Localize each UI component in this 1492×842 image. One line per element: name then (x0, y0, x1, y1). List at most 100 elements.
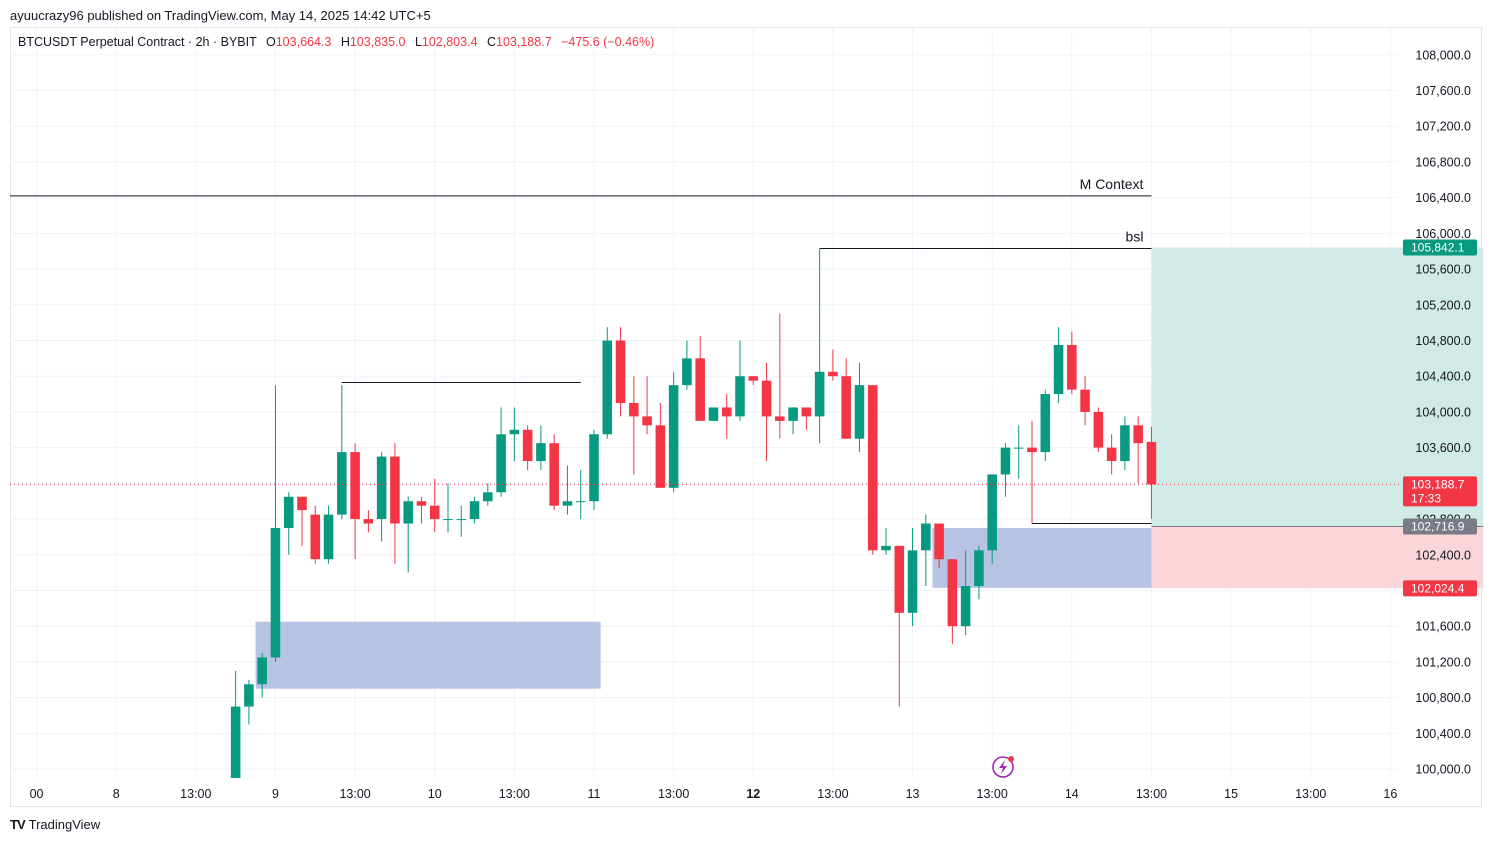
candle-body (416, 501, 427, 506)
candle-down (390, 443, 400, 564)
candle-body (509, 429, 520, 435)
candle-body (1093, 411, 1104, 448)
candle-body (403, 501, 413, 524)
candle-up (337, 385, 347, 520)
candle-up (283, 492, 294, 555)
y-tick-label: 103,600.0 (1415, 441, 1471, 455)
candle-body (536, 443, 546, 462)
candle-body (363, 519, 374, 524)
candle-up (814, 248, 825, 444)
candle-up (376, 452, 387, 542)
annotation-lines: M Context bsl (10, 176, 1152, 525)
candle-body (1040, 394, 1051, 453)
y-tick-label: 100,400.0 (1415, 727, 1471, 741)
y-tick-label: 100,800.0 (1415, 691, 1471, 705)
candle-body (283, 496, 294, 528)
y-tick-label: 105,600.0 (1415, 263, 1471, 277)
candle-body (562, 501, 573, 506)
price-tag-countdown: 17:33 (1411, 491, 1441, 505)
candle-up (323, 505, 334, 564)
candle-body (814, 371, 825, 417)
candle-up (682, 340, 692, 390)
publisher-line: ayuucrazy96 published on TradingView.com… (10, 8, 431, 23)
x-tick-label: 13:00 (1295, 787, 1326, 801)
candle-up (456, 505, 467, 537)
candle-down (549, 434, 559, 511)
candle-down (867, 385, 878, 555)
candle-up (443, 483, 453, 533)
lightning-icon[interactable] (992, 756, 1014, 778)
open-value: 103,664.3 (275, 35, 332, 49)
candle-down (761, 362, 772, 462)
candle-body (376, 456, 387, 520)
candle-down (1146, 426, 1157, 519)
candle-down (1080, 376, 1090, 426)
candle-body (947, 559, 958, 627)
tradingview-logo-icon: TV (10, 817, 26, 832)
stop-zone (1151, 526, 1484, 589)
candle-down (615, 327, 626, 417)
candle-body (350, 452, 360, 520)
x-tick-label: 9 (272, 787, 279, 801)
y-tick-label: 100,000.0 (1415, 763, 1471, 777)
candle-down (416, 496, 427, 524)
candle-up (562, 465, 573, 515)
candle-up (469, 496, 480, 524)
y-tick-label: 107,200.0 (1415, 120, 1471, 134)
x-tick-label: 8 (113, 787, 120, 801)
candle-body (907, 550, 918, 613)
ohlc-legend: BTCUSDT Perpetual Contract · 2h · BYBIT … (18, 35, 654, 49)
symbol-title[interactable]: BTCUSDT Perpetual Contract · 2h · BYBIT (18, 35, 257, 49)
y-tick-label: 108,000.0 (1415, 48, 1471, 62)
x-tick-label: 13:00 (658, 787, 689, 801)
candle-up (589, 429, 599, 511)
candle-body (602, 340, 613, 435)
x-tick-label: 14 (1065, 787, 1079, 801)
x-tick-label: 10 (428, 787, 442, 801)
x-tick-label: 16 (1383, 787, 1397, 801)
candle-down (297, 496, 307, 546)
price-tag-last: 103,188.717:33 (1403, 476, 1477, 507)
zones (255, 528, 1152, 689)
annotation-label: M Context (1080, 176, 1144, 192)
price-tag-bg (1403, 476, 1477, 507)
candle-body (244, 684, 254, 707)
candle-body (1053, 344, 1064, 395)
candle-down (748, 376, 759, 386)
candle-body (735, 376, 745, 417)
candle-down (934, 523, 944, 569)
candle-body (921, 523, 931, 551)
x-tick-label: 13:00 (339, 787, 370, 801)
candle-up (230, 670, 241, 778)
y-tick-label: 106,800.0 (1415, 155, 1471, 169)
candle-down (642, 376, 652, 435)
candle-body (708, 407, 719, 421)
candle-body (867, 385, 878, 551)
price-tag-value: 105,842.1 (1411, 240, 1465, 254)
tradingview-brand[interactable]: TV TradingView (10, 817, 100, 832)
candle-up (788, 407, 798, 435)
candle-up (921, 514, 931, 587)
candle-body (297, 496, 307, 511)
candle-down (1093, 407, 1104, 453)
x-tick-label: 13 (906, 787, 920, 801)
candle-body (788, 407, 798, 421)
price-tag-bg (1403, 518, 1477, 535)
candle-body (682, 358, 692, 386)
y-tick-label: 104,800.0 (1415, 334, 1471, 348)
candle-body (429, 505, 440, 520)
candle-down (655, 403, 666, 488)
candle-body (469, 501, 480, 520)
candle-up (1013, 425, 1024, 479)
candle-body (257, 657, 267, 685)
candle-body (828, 371, 838, 377)
close-label: C (487, 35, 497, 49)
price-tag-target: 105,842.1 (1403, 239, 1477, 256)
candle-down (947, 559, 958, 645)
candle-up (403, 496, 413, 573)
candle-body (443, 519, 453, 521)
candle-up (575, 469, 586, 520)
x-tick-label: 15 (1224, 787, 1238, 801)
candles (230, 248, 1157, 778)
